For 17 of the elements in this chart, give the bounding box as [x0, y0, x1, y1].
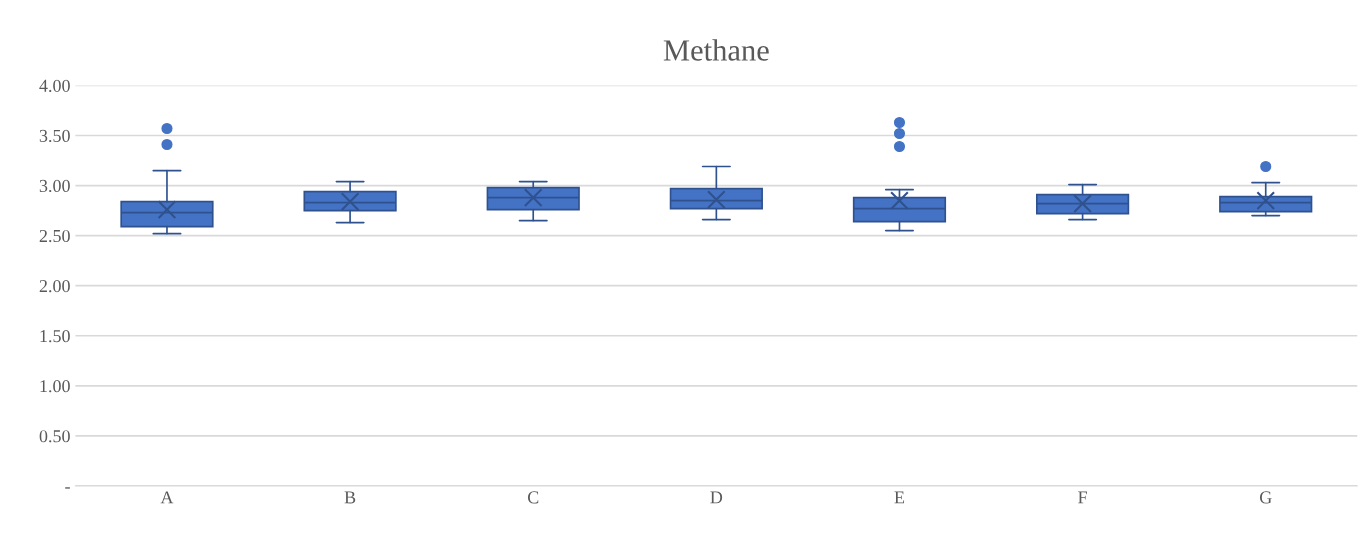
x-tick-label: A — [160, 491, 174, 504]
x-tick-label: B — [344, 491, 356, 504]
x-tick-label: D — [710, 491, 723, 504]
x-tick-label: E — [894, 491, 905, 504]
y-tick-label: 3.00 — [39, 179, 70, 193]
y-tick-label: 0.50 — [39, 430, 70, 443]
y-tick-label: 1.00 — [40, 380, 70, 393]
y-tick-label: 2.50 — [39, 229, 70, 243]
x-tick-label: F — [1078, 491, 1087, 504]
chart-title: Methane — [663, 39, 769, 61]
x-tick-label: C — [527, 491, 539, 504]
y-tick-label: - — [65, 487, 70, 489]
y-tick-label: 1.50 — [40, 330, 70, 343]
y-tick-label: 4.00 — [39, 79, 70, 92]
x-tick-label: G — [1259, 491, 1272, 504]
y-tick-label: 3.50 — [39, 129, 70, 143]
y-tick-label: 2.00 — [39, 279, 70, 293]
